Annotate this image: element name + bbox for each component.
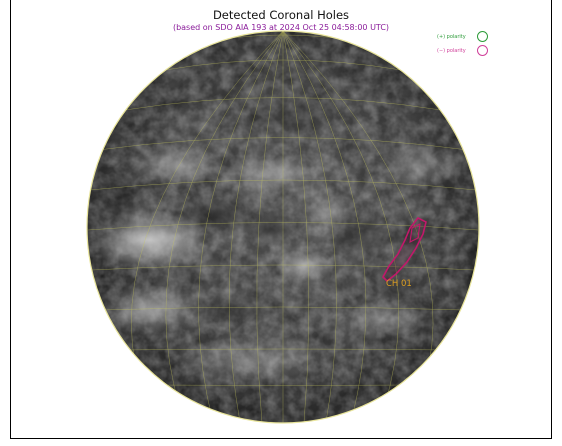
figure-title: Detected Coronal Holes bbox=[212, 8, 350, 22]
solar-texture bbox=[87, 31, 479, 423]
legend-label-positive: (+) polarity bbox=[437, 34, 466, 40]
figure-subtitle: (based on SDO AIA 193 at 2024 Oct 25 04:… bbox=[172, 23, 390, 32]
legend-item-positive: (+) polarity bbox=[437, 31, 497, 46]
negative-polarity-swatch-icon bbox=[477, 45, 488, 56]
heliographic-grid bbox=[87, 31, 479, 423]
legend-item-negative: (−) polarity bbox=[437, 45, 497, 60]
positive-polarity-swatch-icon bbox=[477, 31, 488, 42]
coronal-hole-ch01-outline bbox=[382, 216, 427, 283]
solar-limb bbox=[86, 30, 480, 424]
legend-label-negative: (−) polarity bbox=[437, 48, 466, 54]
coronal-hole-ch01-label: CH 01 bbox=[386, 279, 412, 289]
polarity-legend: (+) polarity (−) polarity bbox=[437, 31, 497, 60]
coronal-hole-ch01-inner-outline bbox=[409, 223, 421, 243]
